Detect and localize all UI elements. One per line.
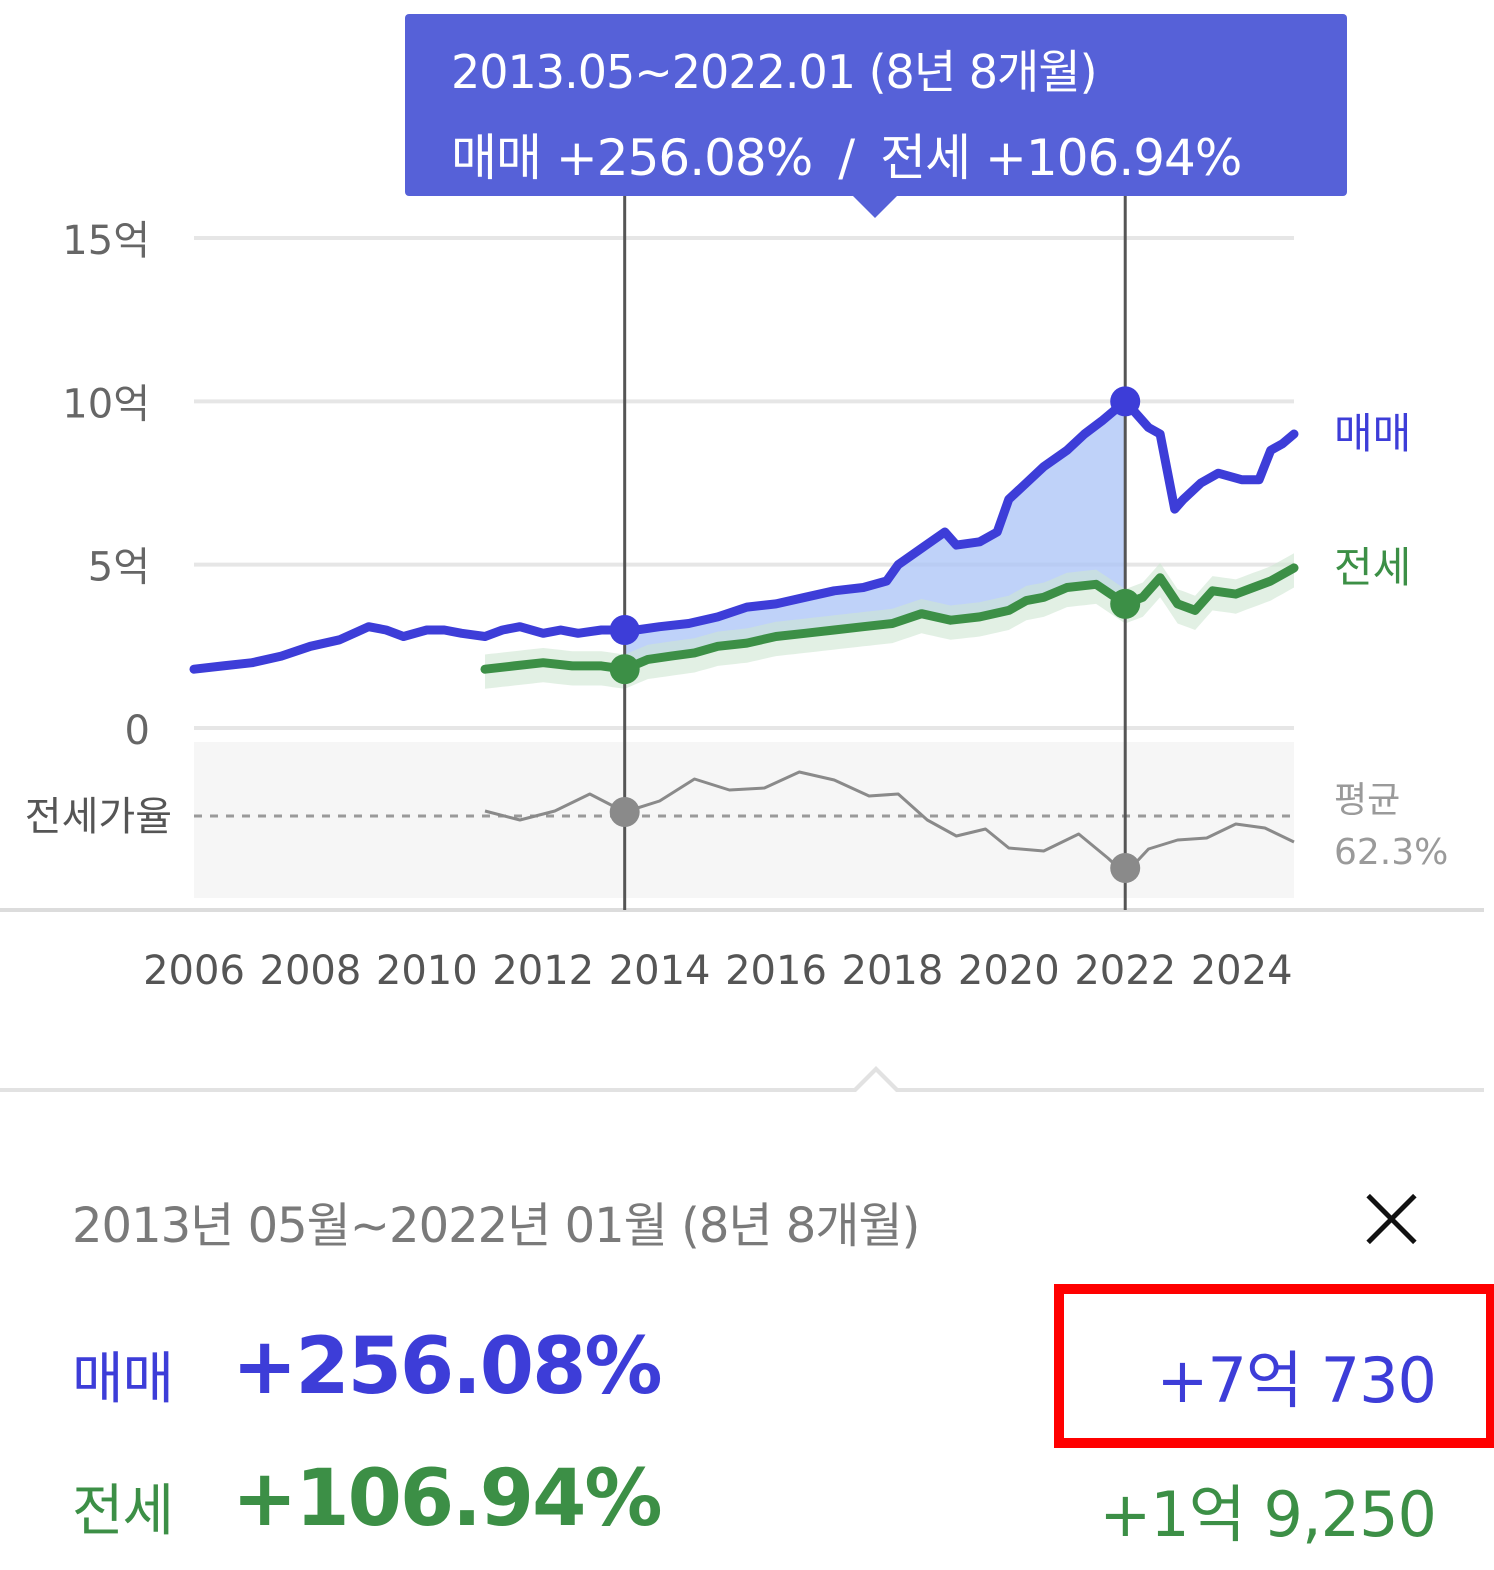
x-tick-label: 2014 bbox=[609, 948, 711, 994]
sale-start-marker bbox=[609, 615, 640, 645]
x-tick-label: 2010 bbox=[376, 948, 478, 994]
x-tick-label: 2016 bbox=[725, 948, 827, 994]
x-tick-label: 2022 bbox=[1074, 948, 1176, 994]
detail-sale-percent: +256.08% bbox=[232, 1322, 663, 1412]
ratio-average-value: 62.3% bbox=[1334, 832, 1448, 873]
detail-divider bbox=[0, 1088, 1484, 1092]
x-tick-label: 2020 bbox=[958, 948, 1060, 994]
y-tick-label: 5억 bbox=[88, 545, 150, 591]
y-tick-label: 10억 bbox=[62, 381, 150, 427]
ratio-band bbox=[194, 742, 1294, 898]
ratio-label: 전세가율 bbox=[25, 794, 172, 840]
detail-period: 2013년 05월~2022년 01월 (8년 8개월) bbox=[72, 1198, 920, 1254]
ratio-average-label: 평균 bbox=[1334, 780, 1400, 821]
sale-end-marker bbox=[1110, 386, 1141, 417]
jeonse-start-marker bbox=[609, 654, 640, 685]
price-chart: 15억 10억 5억 0 2006 2008 2010 2012 2014 2016 2018 202… bbox=[0, 196, 1484, 994]
tooltip-changes: 매매 +256.08% / 전세 +106.94% bbox=[451, 118, 1242, 190]
x-tick-label: 2006 bbox=[143, 948, 245, 994]
detail-jeonse-percent: +106.94% bbox=[232, 1454, 663, 1544]
detail-jeonse-amount: +1억 9,250 bbox=[1099, 1478, 1437, 1551]
highlight-box bbox=[1054, 1284, 1494, 1448]
range-tooltip: 2013.05~2022.01 (8년 8개월) 매매 +256.08% / 전세 … bbox=[405, 14, 1347, 196]
detail-sale-amount: +7억 730 bbox=[1156, 1344, 1437, 1417]
x-tick-label: 2012 bbox=[492, 948, 594, 994]
x-tick-label: 2008 bbox=[260, 948, 362, 994]
y-tick-label: 0 bbox=[125, 708, 150, 754]
jeonse-end-marker bbox=[1110, 588, 1141, 619]
close-icon[interactable] bbox=[1356, 1184, 1426, 1254]
tooltip-sale-change: 매매 +256.08% bbox=[451, 129, 813, 187]
detail-sale-label: 매매 bbox=[72, 1347, 174, 1412]
ratio-start-marker bbox=[609, 797, 640, 827]
ratio-end-marker bbox=[1110, 853, 1141, 883]
x-tick-label: 2018 bbox=[842, 948, 944, 994]
tooltip-period: 2013.05~2022.01 (8년 8개월) bbox=[451, 45, 1098, 99]
sale-series-line bbox=[189, 396, 1299, 674]
tooltip-separator: / bbox=[838, 129, 855, 187]
tooltip-pointer bbox=[853, 196, 897, 218]
jeonse-series-label: 전세 bbox=[1334, 543, 1411, 592]
sale-series-label: 매매 bbox=[1334, 409, 1411, 458]
tooltip-jeonse-change: 전세 +106.94% bbox=[880, 129, 1242, 187]
y-tick-label: 15억 bbox=[62, 218, 150, 264]
detail-jeonse-label: 전세 bbox=[72, 1479, 174, 1544]
x-tick-label: 2024 bbox=[1191, 948, 1293, 994]
